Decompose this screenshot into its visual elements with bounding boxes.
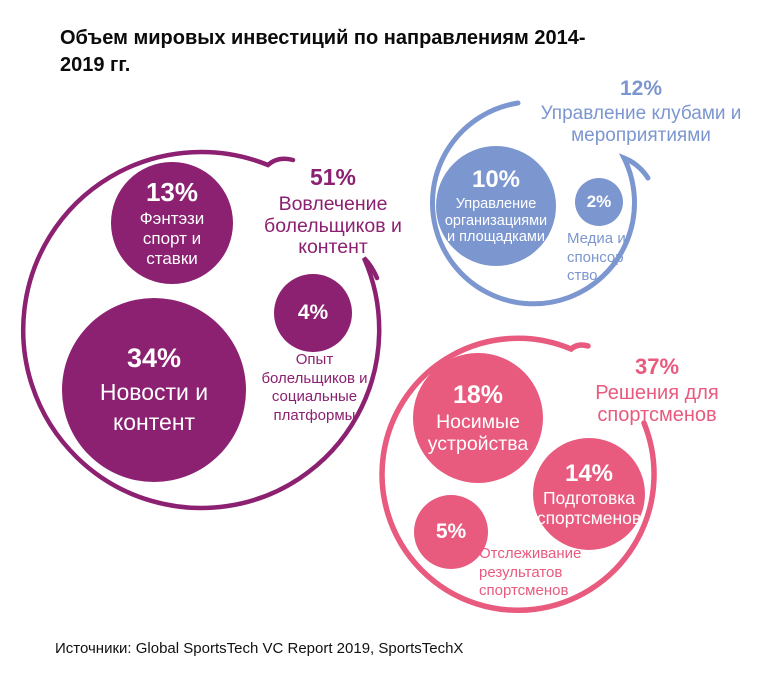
caption-line: болельщиков и <box>261 369 368 387</box>
bubble-label-line: Управление <box>455 196 537 213</box>
bubble-percent: 2% <box>586 192 612 211</box>
chart-title: Объем мировых инвестиций по направлениям… <box>60 25 715 79</box>
bubble-label-line: и площадками <box>447 229 545 246</box>
caption-performance-tracking: Отслеживание результатов спортсменов <box>479 545 609 601</box>
bubble-percent: 10% <box>471 166 521 194</box>
group-label-line: контент <box>298 236 368 258</box>
label-athlete-solutions: 37% Решения для спортсменов <box>581 354 733 426</box>
caption-line: ство <box>567 267 598 284</box>
bubble-fan-experience: 4% <box>274 274 352 352</box>
caption-line: спонсор <box>567 248 624 266</box>
ring-club-event-management <box>430 100 651 307</box>
bubble-media-sponsorship: 2% <box>575 178 623 226</box>
bubble-label-line: Новости и <box>99 379 209 405</box>
chart-title-line1: Объем мировых инвестиций по направлениям… <box>60 27 586 49</box>
bubble-label-line: Фэнтэзи <box>139 209 205 228</box>
bubble-percent: 4% <box>297 301 329 324</box>
bubble-label-line: спортсменов <box>536 508 642 528</box>
bubble-percent: 14% <box>564 460 614 487</box>
ring-athlete-solutions <box>379 335 657 613</box>
bubble-athlete-training: 14% Подготовка спортсменов <box>533 438 645 550</box>
chart-title-line2: 2019 гг. <box>60 54 131 76</box>
bubble-label-line: организациями <box>444 212 548 229</box>
bubble-label-line: устройства <box>427 433 529 455</box>
group-percent: 12% <box>619 77 663 100</box>
bubble-label-line: Носимые <box>436 411 520 433</box>
bubble-fantasy-sports-betting: 13% Фэнтэзи спорт и ставки <box>111 162 233 284</box>
caption-line: спортсменов <box>479 582 569 599</box>
bubble-percent: 34% <box>126 343 182 373</box>
group-label-line: спортсменов <box>597 404 717 426</box>
group-label-line: Управление клубами и <box>540 103 742 124</box>
bubble-news-content: 34% Новости и контент <box>62 298 246 482</box>
caption-line: Опыт <box>295 351 334 368</box>
group-label-line: болельщиков и <box>264 214 402 237</box>
caption-line: результатов <box>479 563 563 581</box>
bubble-label-line: Подготовка <box>542 488 636 508</box>
bubble-percent: 13% <box>145 177 199 207</box>
caption-line: Медиа и <box>567 230 626 247</box>
caption-media-sponsorship: Медиа и спонсор ство <box>567 230 657 286</box>
bubble-label-line: спорт и <box>142 229 202 248</box>
bubble-percent: 18% <box>452 381 504 409</box>
caption-fan-experience: Опыт болельщиков и социальные платформы <box>252 351 377 425</box>
bubble-org-venue-management: 10% Управление организациями и площадкам… <box>436 146 556 266</box>
label-club-event-management: 12% Управление клубами и мероприятиями <box>526 77 756 147</box>
source-note: Источники: Global SportsTech VC Report 2… <box>55 640 464 657</box>
group-label-line: Решения для <box>595 382 719 404</box>
label-fan-engagement: 51% Вовлечение болельщиков и контент <box>247 164 419 259</box>
caption-line: платформы <box>273 406 356 424</box>
group-label-line: мероприятиями <box>571 125 711 146</box>
bubble-percent: 5% <box>435 520 467 543</box>
bubble-label-line: ставки <box>146 249 198 268</box>
group-label-line: Вовлечение <box>278 193 388 215</box>
group-percent: 37% <box>634 354 680 379</box>
group-percent: 51% <box>309 164 357 190</box>
ring-fan-engagement <box>21 149 382 511</box>
bubble-performance-tracking: 5% <box>414 495 488 569</box>
bubble-wearables: 18% Носимые устройства <box>413 353 543 483</box>
bubble-label-line: контент <box>112 409 196 435</box>
caption-line: Отслеживание <box>479 545 582 562</box>
caption-line: социальные <box>271 388 358 405</box>
